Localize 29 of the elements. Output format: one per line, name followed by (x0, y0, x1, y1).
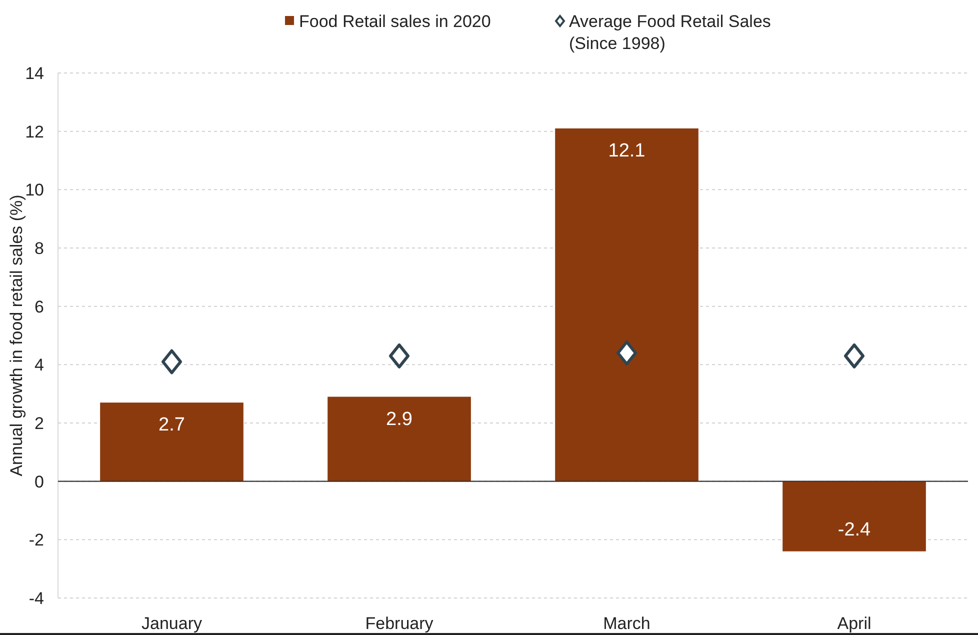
y-tick-label: 10 (25, 180, 44, 200)
point (844, 343, 865, 368)
y-tick-label: 2 (34, 414, 44, 433)
x-tick-label: January (142, 614, 202, 633)
bar (328, 396, 471, 482)
data-label: 12.1 (608, 140, 646, 162)
y-tick-label: 0 (34, 472, 44, 492)
x-tick-label: February (365, 614, 434, 633)
legend-label: Average Food Retail Sales (Since 1998) (569, 12, 771, 53)
point (388, 343, 410, 368)
y-tick-label: 6 (34, 297, 44, 316)
bar (555, 128, 698, 482)
legend-label: Food Retail sales in 2020 (299, 12, 491, 31)
data-label: -2.4 (838, 519, 872, 540)
data-label: 2.9 (386, 408, 412, 430)
x-tick-label: March (603, 614, 650, 633)
point (616, 340, 638, 366)
bar (100, 402, 244, 482)
point (161, 349, 182, 374)
y-tick-label: 8 (34, 238, 44, 258)
x-tick-label: April (837, 614, 872, 633)
y-tick-label: -2 (28, 530, 44, 550)
y-tick-label: 12 (25, 122, 44, 142)
y-tick-label: 4 (34, 356, 44, 375)
bar (782, 481, 926, 552)
data-label: 2.7 (158, 414, 185, 436)
y-tick-label: -4 (28, 588, 44, 608)
y-tick-label: 14 (25, 64, 44, 83)
y-axis-title: Annual growth in food retail sales (%) (7, 194, 26, 476)
